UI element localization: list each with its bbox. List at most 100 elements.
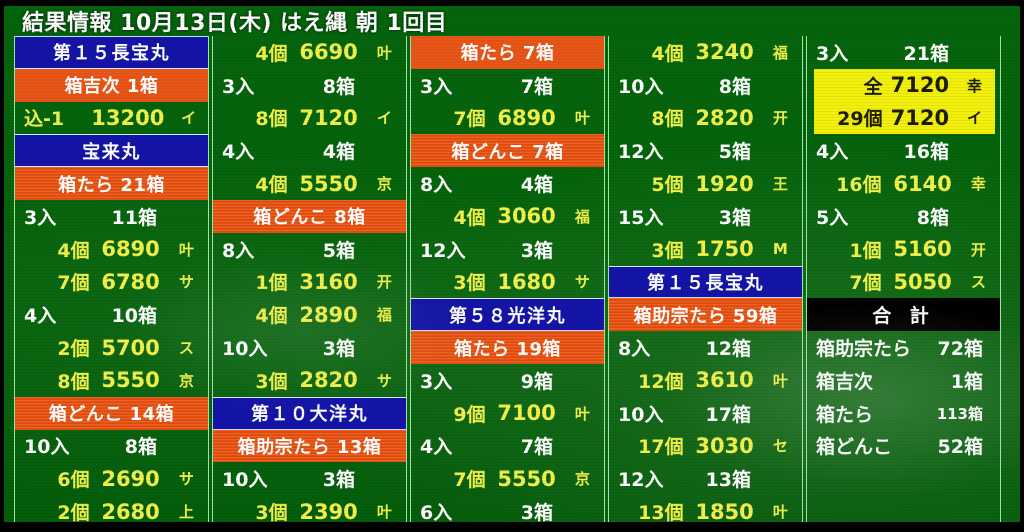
price-amount-label: 3060 <box>497 204 556 229</box>
price-qty-label: 全 <box>863 75 883 98</box>
price-row: 4個 3060 福 <box>411 200 604 233</box>
lot-count-row: 4入 10箱 <box>15 298 208 331</box>
price-row: 8個 5550 京 <box>15 364 208 397</box>
box-count-label: 17箱 <box>705 403 751 426</box>
summary-header-row: 合 計 <box>807 298 1000 332</box>
lot-count-row: 12入 3箱 <box>411 233 604 266</box>
box-count-label: 10箱 <box>111 305 157 328</box>
buyer-mark-icon: セ <box>772 437 788 456</box>
box-count-label: 21箱 <box>903 42 949 65</box>
buyer-mark-icon: 叶 <box>178 240 194 259</box>
price-amount-label: 2390 <box>299 499 358 524</box>
lot-count-row: 3入 7箱 <box>411 69 604 102</box>
price-qty-label: 7個 <box>453 469 486 492</box>
column-2: 4個 6690 叶 3入 8箱 8個 7120 イ 4入 4箱 4個 5550 京箱どんこ 8箱 8入 5箱… <box>212 36 407 528</box>
column-5: 3入 21箱全 7120 幸 29個 7120 イ 4入 16箱 16個 6140 幸 5入 8箱 1個 51… <box>806 36 1001 528</box>
summary-item-value: 113箱 <box>936 404 983 423</box>
vessel-name-label: 第１５長宝丸 <box>647 272 764 294</box>
lot-size-label: 3入 <box>222 75 255 98</box>
product-header-label: 箱どんこ 14箱 <box>48 404 175 426</box>
product-header-label: 箱どんこ 8箱 <box>253 207 366 229</box>
lot-count-row: 10入 3箱 <box>213 331 406 364</box>
vessel-name-label: 第５８光洋丸 <box>449 305 566 327</box>
price-qty-label: 3個 <box>255 370 288 393</box>
lot-size-label: 10入 <box>618 75 664 98</box>
lot-size-label: 3入 <box>420 370 453 393</box>
price-row: 2個 5700 ス <box>15 331 208 364</box>
summary-item-value: 1箱 <box>950 370 983 393</box>
lot-count-row: 10入 8箱 <box>609 69 802 102</box>
column-1: 第１５長宝丸 箱吉次 1箱 込-1 13200 イ宝来丸 箱たら 21箱 3入 11箱 4個 68… <box>14 36 209 528</box>
price-amount-label: 5160 <box>893 237 952 262</box>
product-header-label: 箱たら 21箱 <box>58 174 165 196</box>
product-header-row: 箱たら 19箱 <box>411 331 604 364</box>
page-title: 結果情報 10月13日(木) はえ縄 朝 1回目 <box>22 11 448 36</box>
product-header-label: 箱たら 7箱 <box>460 43 555 65</box>
price-row: 4個 3240 福 <box>609 36 802 69</box>
lot-count-row: 4入 7箱 <box>411 430 604 463</box>
price-row: 4個 6690 叶 <box>213 36 406 69</box>
buyer-mark-icon: サ <box>178 470 194 489</box>
buyer-mark-icon: 上 <box>178 503 194 522</box>
price-row-highlighted: 全 7120 幸 <box>814 68 995 102</box>
price-qty-label: 8個 <box>255 108 288 131</box>
box-count-label: 16箱 <box>903 141 949 164</box>
price-amount-label: 7120 <box>890 105 950 130</box>
summary-header-label: 合 計 <box>872 305 935 328</box>
summary-total-row: 箱助宗たら 72箱 <box>807 331 1000 364</box>
price-qty-label: 4個 <box>255 42 288 65</box>
box-count-label: 3箱 <box>322 338 355 361</box>
price-qty-label: 4個 <box>57 239 90 262</box>
board-header: 結果情報 10月13日(木) はえ縄 朝 1回目 <box>0 6 1024 36</box>
lot-count-row: 6入 3箱 <box>411 495 604 528</box>
lot-size-label: 8入 <box>222 239 255 262</box>
lot-size-label: 12入 <box>618 141 664 164</box>
buyer-mark-icon: 京 <box>376 175 392 194</box>
lot-size-label: 3入 <box>816 42 849 65</box>
lot-count-row: 8入 4箱 <box>411 167 604 200</box>
buyer-mark-icon: 福 <box>772 43 788 62</box>
price-amount-label: 2820 <box>695 105 754 130</box>
summary-item-label: 箱たら <box>816 403 874 426</box>
box-count-label: 5箱 <box>718 141 751 164</box>
box-count-label: 8箱 <box>916 206 949 229</box>
price-amount-label: 2890 <box>299 302 358 327</box>
price-amount-label: 7120 <box>299 105 358 130</box>
buyer-mark-icon: 叶 <box>574 109 590 128</box>
box-count-label: 7箱 <box>520 436 553 459</box>
buyer-mark-icon: 叶 <box>772 503 788 522</box>
lot-count-row: 10入 8箱 <box>15 430 208 463</box>
buyer-mark-icon: イ <box>967 109 983 128</box>
price-row: 2個 2680 上 <box>15 495 208 528</box>
price-qty-label: 7個 <box>57 272 90 295</box>
letterbox-top <box>0 0 1024 6</box>
price-row: 12個 3610 叶 <box>609 364 802 397</box>
price-row: 13個 1850 叶 <box>609 495 802 528</box>
letterbox-left <box>0 0 4 532</box>
price-qty-label: 3個 <box>453 272 486 295</box>
product-header-row: 箱どんこ 7箱 <box>411 134 604 168</box>
price-qty-label: 2個 <box>57 338 90 361</box>
price-amount-label: 6140 <box>893 171 952 196</box>
price-qty-label: 4個 <box>651 42 684 65</box>
buyer-mark-icon: 王 <box>772 175 788 194</box>
price-qty-label: 9個 <box>453 403 486 426</box>
box-count-label: 3箱 <box>520 239 553 262</box>
price-amount-label: 2690 <box>101 466 160 491</box>
lot-size-label: 8入 <box>618 338 651 361</box>
price-row: 5個 1920 王 <box>609 167 802 200</box>
buyer-mark-icon: 叶 <box>376 43 392 62</box>
box-count-label: 5箱 <box>322 239 355 262</box>
price-qty-label: 4個 <box>453 206 486 229</box>
price-amount-label: 6890 <box>497 105 556 130</box>
vessel-name-row: 第１０大洋丸 <box>213 396 406 430</box>
buyer-mark-icon: M <box>772 240 788 259</box>
buyer-mark-icon: ス <box>970 273 986 292</box>
price-qty-label: 5個 <box>651 174 684 197</box>
buyer-mark-icon: ス <box>178 339 194 358</box>
price-row: 8個 7120 イ <box>213 102 406 135</box>
lot-size-label: 12入 <box>420 239 466 262</box>
vessel-name-row: 宝来丸 <box>15 134 208 168</box>
price-qty-label: 12個 <box>638 370 684 393</box>
price-amount-label: 3610 <box>695 368 754 393</box>
